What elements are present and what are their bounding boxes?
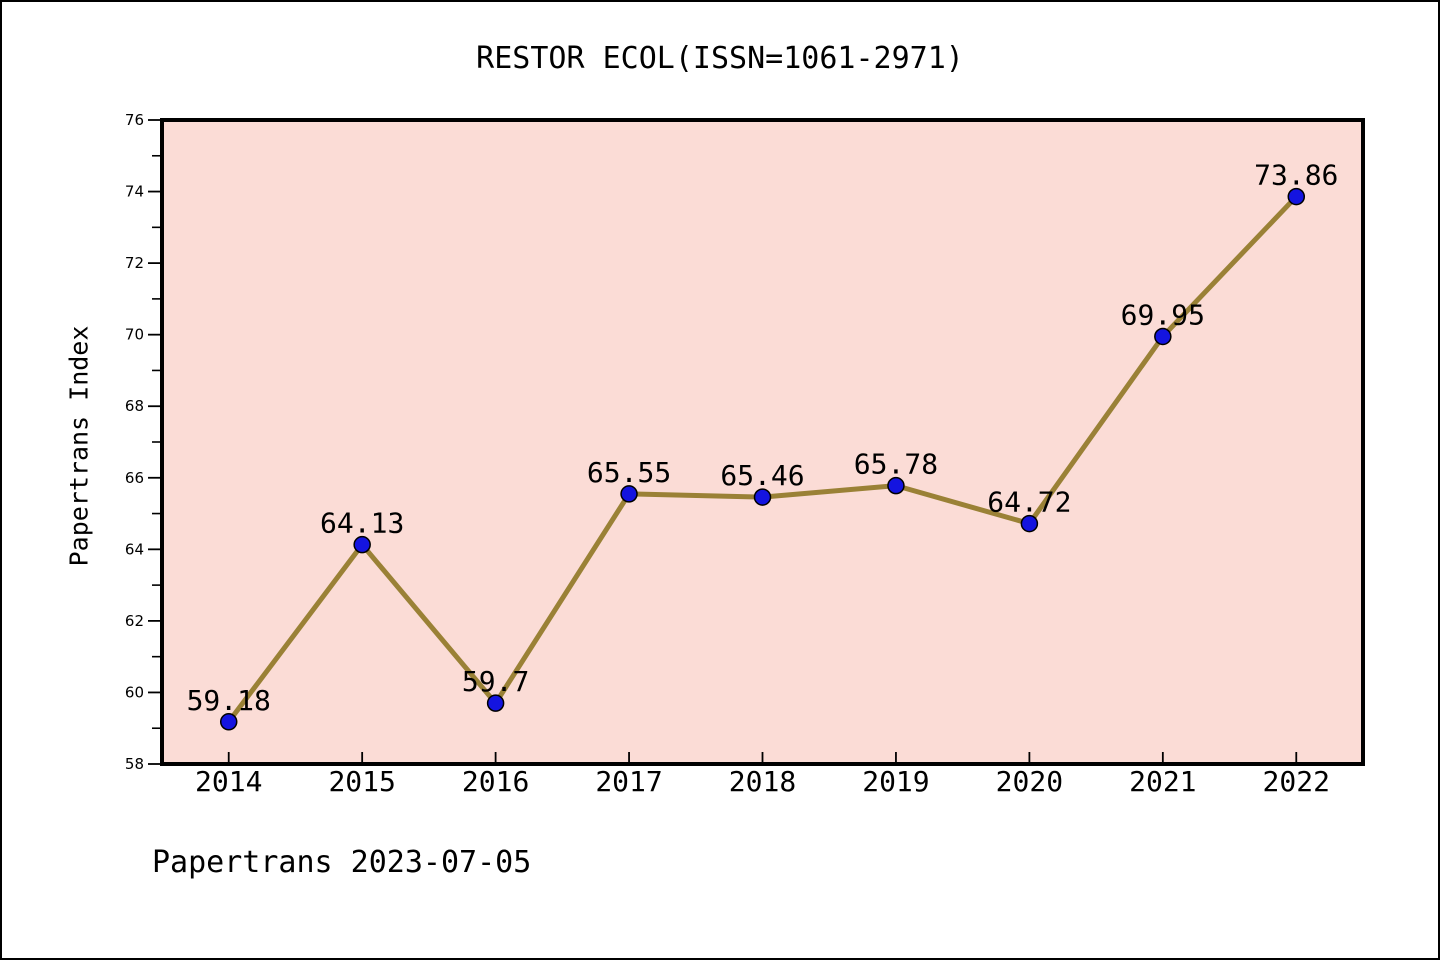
x-axis-tick-label: 2014 [195,765,262,798]
data-point [620,485,638,503]
plot-frame [160,118,1365,766]
data-point-label: 64.13 [320,507,404,540]
x-axis-tick-label: 2015 [328,765,395,798]
y-axis-tick-label: 58 [125,755,144,773]
data-point-label: 65.46 [720,459,804,492]
data-point-label: 65.55 [587,456,671,489]
data-point [1154,327,1172,346]
x-axis-tick-label: 2022 [1263,765,1330,798]
x-axis-tick-label: 2018 [729,765,796,798]
footer-watermark: Papertrans 2023-07-05 [152,845,532,880]
y-axis-tick-label: 74 [125,183,144,201]
data-point-label: 65.78 [854,448,938,481]
data-point [486,694,505,712]
chart-title: RESTOR ECOL(ISSN=1061-2971) [476,41,964,76]
y-axis-tick-label: 64 [125,540,144,558]
x-axis-tick-label: 2019 [862,765,929,798]
x-axis-tick-label: 2021 [1129,765,1196,798]
y-axis-tick-label: 72 [125,254,144,272]
y-axis-tick-label: 66 [125,469,144,487]
x-axis-tick-label: 2017 [595,765,662,798]
data-point [887,476,905,495]
x-axis-tick-label: 2016 [462,765,529,798]
x-axis-tick-label: 2020 [996,765,1063,798]
data-point [219,713,238,731]
data-point [753,488,772,506]
data-point-label: 59.18 [187,684,271,717]
y-axis-tick-label: 68 [125,397,144,415]
data-point [1020,514,1039,533]
data-point-label: 59.7 [462,665,529,698]
y-axis-tick-label: 76 [125,111,144,129]
y-axis-tick-label: 62 [125,612,144,630]
data-point [353,535,371,554]
data-point-label: 73.86 [1254,159,1338,192]
y-axis-tick-label: 60 [125,683,144,701]
data-point [1287,187,1306,206]
y-axis-tick-label: 70 [125,326,144,344]
data-point-label: 69.95 [1121,298,1205,331]
data-point-label: 64.72 [987,486,1071,519]
